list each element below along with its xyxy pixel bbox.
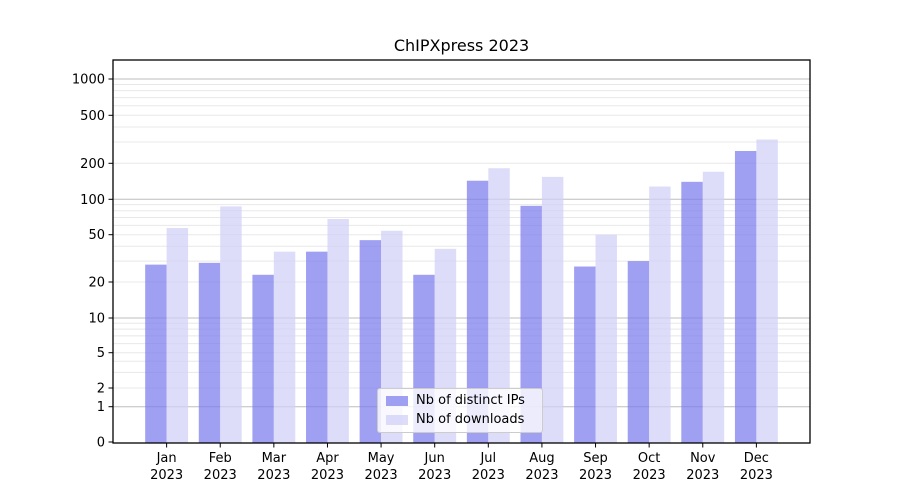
x-tick-label-year: 2023 <box>472 468 505 483</box>
x-tick-label-month: May <box>368 451 395 466</box>
chart-title: ChIPXpress 2023 <box>393 36 530 55</box>
y-tick-label: 50 <box>88 228 105 243</box>
y-tick-label: 5 <box>97 346 105 361</box>
x-tick-label-year: 2023 <box>579 468 612 483</box>
x-tick-label-month: Jun <box>424 451 445 466</box>
bar-downloads-mar <box>273 251 296 443</box>
x-tick-label-month: Apr <box>316 451 339 466</box>
bar-downloads-aug <box>541 176 564 443</box>
x-tick-label-year: 2023 <box>204 468 237 483</box>
bar-distinct-ips-jan <box>145 264 167 443</box>
x-tick-label-month: Sep <box>583 451 608 466</box>
y-tick-label: 200 <box>80 157 105 172</box>
x-tick-label-year: 2023 <box>633 468 666 483</box>
y-tick-label: 500 <box>80 109 105 124</box>
x-tick-label-year: 2023 <box>740 468 773 483</box>
bar-distinct-ips-may <box>359 240 382 443</box>
legend-swatch-distinct-ips <box>386 396 408 406</box>
bar-distinct-ips-dec <box>734 150 757 443</box>
y-tick-label: 20 <box>88 276 105 291</box>
legend-swatch-downloads <box>386 415 408 425</box>
bar-downloads-jul <box>488 168 510 443</box>
bar-downloads-dec <box>756 139 778 443</box>
bar-downloads-sep <box>595 234 617 443</box>
y-tick-label: 2 <box>97 382 105 397</box>
legend-item-downloads: Nb of downloads <box>386 412 542 428</box>
x-tick-label-month: Feb <box>209 451 232 466</box>
bar-downloads-oct <box>649 186 671 443</box>
x-tick-label-year: 2023 <box>418 468 451 483</box>
x-tick-label-month: Nov <box>690 451 716 466</box>
legend-label-distinct-ips: Nb of distinct IPs <box>416 393 525 408</box>
legend: Nb of distinct IPs Nb of downloads <box>377 388 543 433</box>
bar-distinct-ips-mar <box>252 274 274 443</box>
x-tick-label-month: Jul <box>479 451 496 466</box>
x-tick-label-month: Dec <box>744 451 769 466</box>
x-tick-label-month: Oct <box>638 451 660 466</box>
x-tick-label-month: Mar <box>262 451 287 466</box>
legend-label-downloads: Nb of downloads <box>416 412 525 427</box>
x-tick-label-month: Aug <box>529 451 554 466</box>
y-tick-label: 100 <box>80 193 105 208</box>
y-tick-label: 1 <box>97 400 105 415</box>
y-tick-label: 0 <box>97 436 105 451</box>
y-tick-label: 1000 <box>72 73 105 88</box>
bar-distinct-ips-feb <box>198 262 221 443</box>
bar-distinct-ips-apr <box>306 251 328 443</box>
x-tick-label-month: Jan <box>156 451 177 466</box>
x-tick-label-year: 2023 <box>311 468 344 483</box>
bar-distinct-ips-nov <box>681 181 703 443</box>
y-tick-label: 10 <box>88 312 105 327</box>
legend-item-distinct-ips: Nb of distinct IPs <box>386 393 542 409</box>
x-tick-label-year: 2023 <box>150 468 183 483</box>
bar-distinct-ips-oct <box>627 261 650 443</box>
x-tick-label-year: 2023 <box>257 468 290 483</box>
bar-downloads-jan <box>166 228 189 443</box>
bar-downloads-nov <box>702 171 725 443</box>
bar-distinct-ips-jul <box>466 180 489 443</box>
bar-downloads-apr <box>327 218 349 443</box>
x-tick-label-year: 2023 <box>525 468 558 483</box>
bar-distinct-ips-sep <box>574 266 596 443</box>
axes-frame <box>112 59 811 444</box>
x-tick-label-year: 2023 <box>686 468 719 483</box>
bar-distinct-ips-aug <box>520 205 542 443</box>
bar-downloads-feb <box>220 206 242 443</box>
x-tick-label-year: 2023 <box>365 468 398 483</box>
